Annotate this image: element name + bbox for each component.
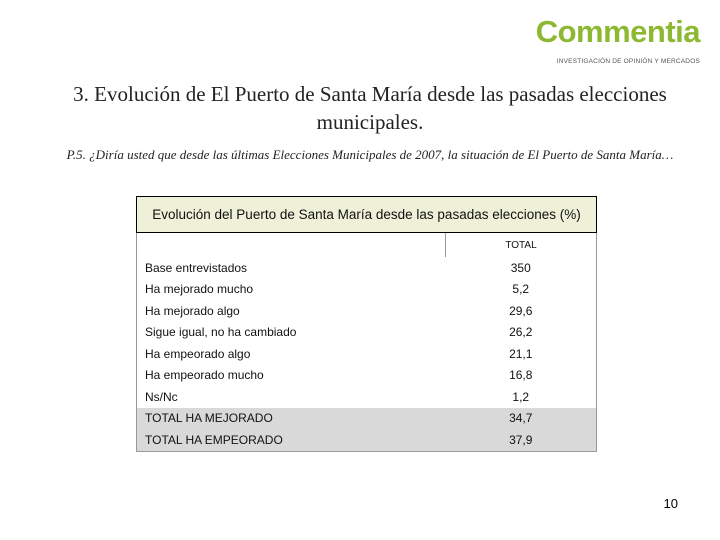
cell-label: Ns/Nc <box>145 389 178 404</box>
title: 3. Evolución de El Puerto de Santa María… <box>73 82 667 134</box>
table-caption: Evolución del Puerto de Santa María desd… <box>136 196 597 233</box>
cell-value: 350 <box>510 260 531 275</box>
cell-value: 29,6 <box>509 303 533 318</box>
table-body: TOTAL Base entrevistados 350 Ha mejorado m… <box>136 232 597 451</box>
table-row: Base entrevistados 350 <box>137 257 597 279</box>
column-header: TOTAL <box>505 239 537 251</box>
column-header-row: TOTAL <box>136 232 597 257</box>
cell-label: Ha empeorado algo <box>145 346 251 361</box>
cell-label: TOTAL HA MEJORADO <box>136 407 446 429</box>
cell-value: 37,9 <box>445 429 597 451</box>
cell-value: 1,2 <box>512 389 530 404</box>
logo: Commentia <box>535 14 701 49</box>
cell-value: 5,2 <box>512 282 530 297</box>
question: P.5. ¿Diría usted que desde las últimas … <box>66 147 674 162</box>
table-row: Ha empeorado mucho 16,8 <box>137 365 597 387</box>
table-row: TOTAL HA MEJORADO 34,7 <box>136 407 597 429</box>
cell-label: Ha mejorado mucho <box>145 282 254 297</box>
table-row: TOTAL HA EMPEORADO 37,9 <box>136 429 597 451</box>
cell-value: 34,7 <box>445 407 597 429</box>
cell-label: Ha mejorado algo <box>145 303 240 318</box>
cell-value: 26,2 <box>509 325 533 340</box>
table-row: Ha mejorado mucho 5,2 <box>137 279 597 301</box>
table-row: Ha empeorado algo 21,1 <box>137 343 597 365</box>
table-row: Ns/Nc 1,2 <box>137 386 597 408</box>
table-row: Ha mejorado algo 29,6 <box>137 300 597 322</box>
cell-label: Ha empeorado mucho <box>145 368 264 383</box>
cell-value: 21,1 <box>509 346 533 361</box>
cell-label: TOTAL HA EMPEORADO <box>136 429 446 451</box>
cell-label: Base entrevistados <box>145 260 248 275</box>
tagline: INVESTIGACIÓN DE OPINIÓN Y MERCADOS <box>556 58 700 65</box>
cell-value: 16,8 <box>509 368 533 383</box>
table-row: Sigue igual, no ha cambiado 26,2 <box>137 322 597 344</box>
page-number: 10 <box>663 496 678 511</box>
cell-label: Sigue igual, no ha cambiado <box>145 325 297 340</box>
table: Evolución del Puerto de Santa María desd… <box>136 196 597 452</box>
